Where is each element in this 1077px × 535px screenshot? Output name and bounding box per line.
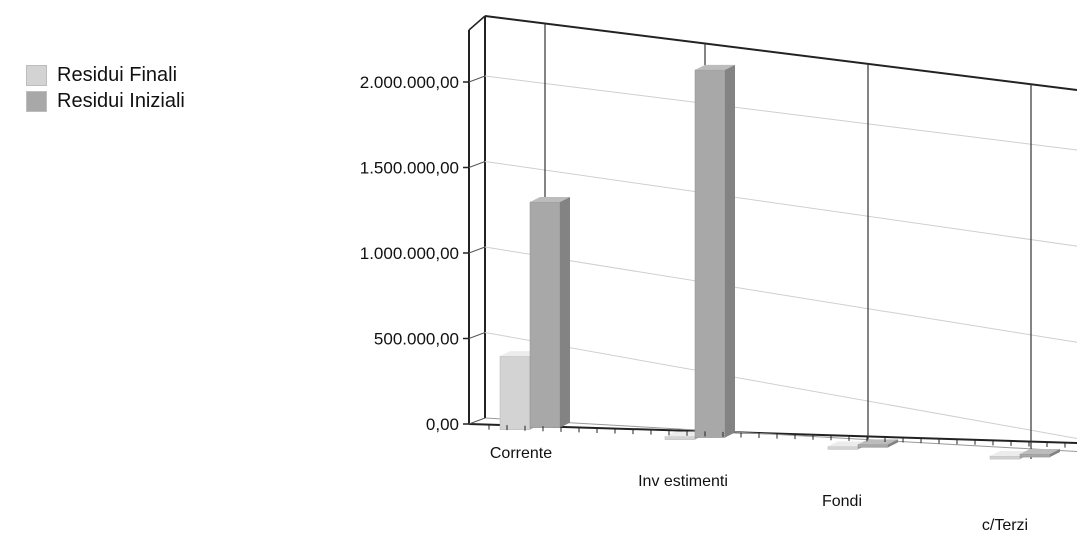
x-category-label-corrente: Corrente: [490, 445, 552, 462]
x-category-label-fondi: Fondi: [822, 493, 862, 510]
wall-top-connector: [468, 15, 486, 31]
bar-residui-finali-corrente: [499, 355, 531, 430]
floor-front-line: [468, 423, 1077, 444]
legend-item-residui-finali: Residui Finali: [26, 62, 185, 88]
legend-swatch-residui-iniziali: [26, 90, 47, 112]
bar-residui-iniziali-corrente: [529, 201, 561, 428]
legend-swatch-residui-finali: [26, 64, 47, 86]
wall-top-edge: [484, 15, 1077, 91]
bar-residui-iniziali-fondi: [857, 444, 889, 448]
y-gridline: [484, 161, 1077, 247]
legend-item-residui-iniziali: Residui Iniziali: [26, 88, 185, 114]
y-tick-label: 0,00: [426, 415, 459, 434]
y-grid-connector: [468, 246, 486, 254]
y-grid-connector: [468, 417, 486, 425]
floor-back-line: [484, 417, 1077, 452]
y-grid-connector: [468, 332, 486, 339]
bar-residui-finali-fondi: [827, 446, 859, 450]
bar-residui-iniziali-c-terzi: [1019, 453, 1051, 458]
bar-top-residui-iniziali-inv-estimenti: [695, 64, 735, 70]
bar-top-residui-iniziali-fondi: [858, 439, 898, 445]
y-tick-label: 1.000.000,00: [360, 244, 459, 263]
y-tick-label: 500.000,00: [374, 330, 459, 349]
bar-side-residui-iniziali-fondi: [888, 439, 898, 448]
bar-residui-iniziali-inv-estimenti: [694, 69, 726, 438]
bar-top-residui-iniziali-c-terzi: [1020, 449, 1060, 455]
legend-label-residui-finali: Residui Finali: [57, 63, 178, 86]
chart-legend: Residui Finali Residui Iniziali: [26, 62, 185, 114]
y-tick-label: 2.000.000,00: [360, 73, 459, 92]
y-grid-connector: [468, 161, 486, 168]
y-tick-label: 1.500.000,00: [360, 159, 459, 178]
bar-side-residui-iniziali-corrente: [560, 196, 570, 428]
y-gridline: [484, 75, 1077, 151]
y-gridline: [484, 246, 1077, 343]
y-grid-connector: [468, 75, 486, 83]
bar-residui-finali-inv-estimenti: [664, 436, 696, 440]
legend-label-residui-iniziali: Residui Iniziali: [57, 89, 185, 112]
y-gridline: [484, 332, 1077, 439]
bar-residui-finali-c-terzi: [989, 455, 1021, 460]
x-category-label-c-terzi: c/Terzi: [982, 517, 1028, 534]
bar-side-residui-iniziali-inv-estimenti: [725, 64, 735, 438]
bar-top-residui-iniziali-corrente: [530, 196, 570, 202]
bar-side-residui-iniziali-c-terzi: [1050, 449, 1060, 458]
x-category-label-inv-estimenti: Inv estimenti: [638, 473, 728, 490]
